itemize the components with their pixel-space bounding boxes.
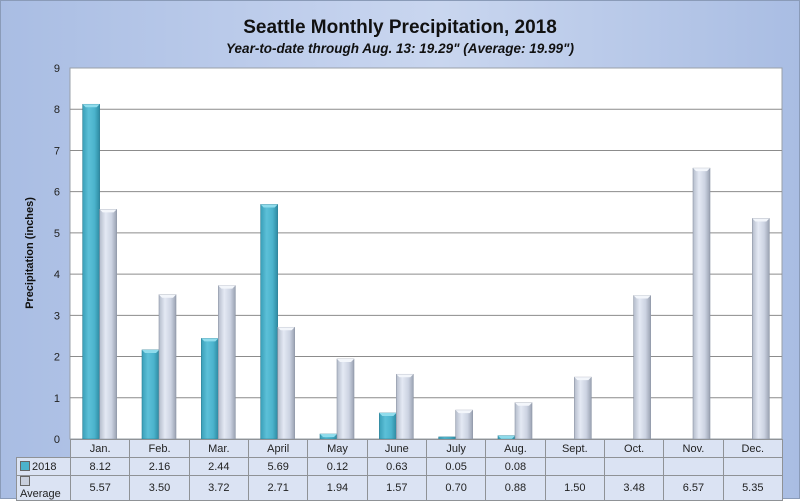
bar-average-feb — [158, 294, 177, 440]
chart-title: Seattle Monthly Precipitation, 2018 — [243, 17, 557, 38]
bar-average-dec — [752, 218, 770, 440]
chart-subtitle: Year-to-date through Aug. 13: 19.29" (Av… — [226, 41, 574, 56]
data-label: 0.12 — [307, 457, 368, 476]
bar-bevel — [498, 435, 515, 439]
data-label: 2.71 — [247, 475, 309, 501]
x-tick-label: Oct. — [603, 439, 665, 458]
x-tick-label: Jan. — [69, 439, 131, 458]
bar-bevel — [337, 359, 354, 363]
x-tick-label: May — [307, 439, 368, 458]
data-label — [663, 457, 724, 476]
bar-bevel — [633, 295, 651, 299]
bar-average-aug — [514, 402, 533, 440]
data-label: 3.48 — [603, 475, 665, 501]
bar-bevel — [277, 327, 295, 331]
data-label: 1.94 — [307, 475, 368, 501]
data-label: 0.70 — [425, 475, 487, 501]
data-label: 2.44 — [188, 457, 249, 476]
y-tick-label: 1 — [54, 393, 60, 405]
data-label: 5.35 — [722, 475, 783, 501]
data-label: 3.72 — [188, 475, 249, 501]
table-corner — [16, 439, 71, 458]
bar-2018-june — [379, 412, 397, 440]
data-label: 3.50 — [129, 475, 190, 501]
bar-bevel — [201, 338, 219, 342]
data-label — [722, 457, 783, 476]
data-label: 1.50 — [544, 475, 605, 501]
bar-bevel — [455, 410, 473, 414]
data-label: 0.63 — [366, 457, 427, 476]
data-label — [544, 457, 605, 476]
legend-swatch-average — [20, 476, 30, 486]
legend-label: Average — [20, 488, 61, 500]
table-row-average: Average 5.57 3.50 3.72 2.71 1.94 1.57 0.70 0.88… — [16, 475, 783, 501]
data-label: 6.57 — [663, 475, 724, 501]
bar-bevel — [99, 209, 117, 213]
bar-bevel — [320, 434, 337, 438]
y-tick-label: 5 — [54, 228, 60, 240]
x-tick-label: Sept. — [544, 439, 605, 458]
bar-bevel — [752, 218, 770, 222]
x-tick-label: Mar. — [188, 439, 249, 458]
x-tick-label: Aug. — [485, 439, 546, 458]
legend-swatch-2018 — [20, 460, 30, 471]
bar-bevel — [260, 204, 278, 208]
bar-average-july — [455, 409, 473, 440]
bar-bevel — [82, 104, 100, 108]
bar-average-jan — [99, 209, 117, 440]
y-tick-label: 7 — [54, 145, 60, 157]
data-label: 1.57 — [366, 475, 427, 501]
bar-bevel — [574, 377, 592, 381]
bar-bevel — [693, 168, 710, 172]
data-table: Jan. Feb. Mar. April May June July Aug. Sept. Oct… — [16, 439, 783, 501]
bar-2018-feb — [141, 349, 160, 440]
x-tick-label: July — [425, 439, 487, 458]
bar-average-june — [396, 373, 414, 440]
data-label: 5.69 — [247, 457, 309, 476]
y-tick-label: 4 — [54, 269, 60, 281]
table-header-row: Jan. Feb. Mar. April May June July Aug. Sept. Oct… — [16, 439, 783, 458]
table-row-2018: 2018 8.12 2.16 2.44 5.69 0.12 0.63 0.05 0.08 — [16, 457, 783, 476]
y-tick-label: 9 — [54, 63, 60, 75]
x-tick-label: Dec. — [722, 439, 783, 458]
bar-2018-jan — [82, 103, 100, 440]
bar-average-nov — [692, 167, 711, 440]
bar-bevel — [218, 285, 236, 289]
y-tick-label: 6 — [54, 187, 60, 199]
y-tick-label: 3 — [54, 310, 60, 322]
data-label: 8.12 — [69, 457, 131, 476]
data-label: 0.88 — [485, 475, 546, 501]
legend-label: 2018 — [32, 460, 57, 473]
x-tick-label: April — [247, 439, 309, 458]
bar-bevel — [379, 413, 397, 417]
x-tick-label: June — [366, 439, 427, 458]
bar-average-april — [277, 326, 295, 440]
bar-2018-april — [260, 204, 278, 440]
bar-average-sept — [574, 376, 592, 440]
legend-average: Average — [16, 475, 71, 501]
data-label: 0.05 — [425, 457, 487, 476]
data-label: 5.57 — [69, 475, 131, 501]
bar-bevel — [159, 294, 176, 298]
bar-average-oct — [633, 295, 651, 440]
data-label — [603, 457, 665, 476]
x-tick-label: Nov. — [663, 439, 724, 458]
bar-bevel — [142, 349, 159, 353]
data-label: 2.16 — [129, 457, 190, 476]
plot-area — [69, 67, 783, 440]
bar-bevel — [396, 374, 414, 378]
y-tick-label: 2 — [54, 352, 60, 364]
bar-average-may — [336, 358, 355, 440]
y-tick-label: 8 — [54, 104, 60, 116]
bar-bevel — [515, 402, 532, 406]
bar-average-mar — [218, 285, 236, 440]
bar-2018-mar — [201, 338, 219, 440]
data-label: 0.08 — [485, 457, 546, 476]
x-tick-label: Feb. — [129, 439, 190, 458]
legend-2018: 2018 — [16, 457, 71, 476]
